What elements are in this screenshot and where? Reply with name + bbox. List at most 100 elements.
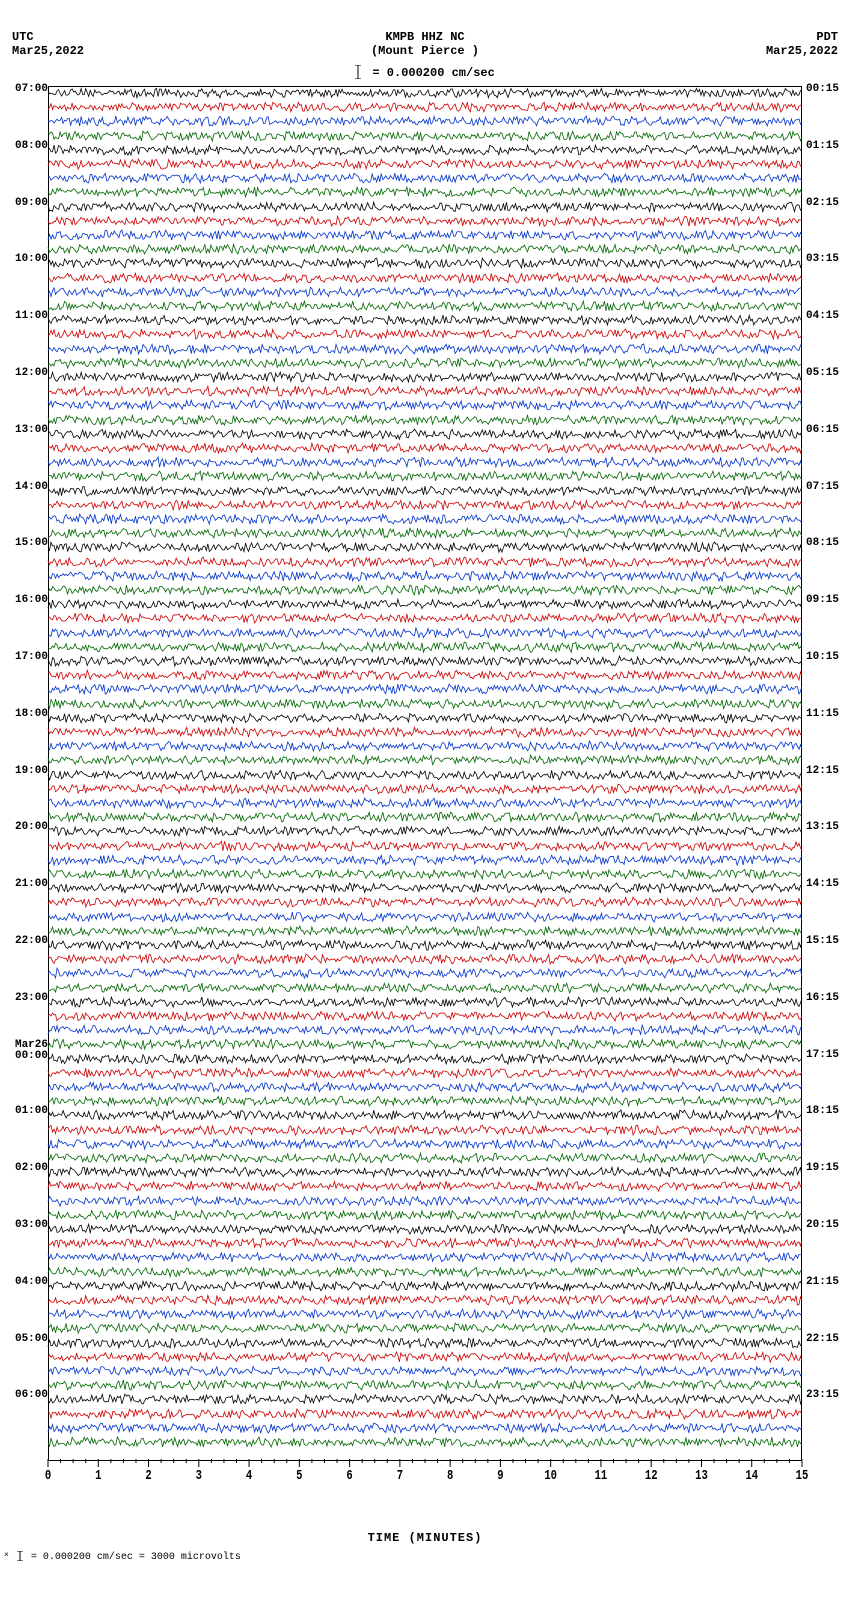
trace-row xyxy=(48,1052,802,1066)
trace-row xyxy=(48,824,802,838)
pdt-label: 16:15 xyxy=(802,993,844,1004)
utc-label: 02:00 xyxy=(10,1163,48,1174)
utc-label: 12:00 xyxy=(10,368,48,379)
pdt-label: 17:15 xyxy=(802,1050,844,1061)
trace-row xyxy=(48,228,802,242)
trace-row xyxy=(48,981,802,995)
trace-row xyxy=(48,441,802,455)
pdt-time-labels: 00:1501:1502:1503:1504:1505:1506:1507:15… xyxy=(802,86,840,1509)
pdt-label: 09:15 xyxy=(802,595,844,606)
utc-label: 15:00 xyxy=(10,538,48,549)
trace-row xyxy=(48,1421,802,1435)
trace-row xyxy=(48,1378,802,1392)
utc-label: 05:00 xyxy=(10,1334,48,1345)
utc-label: 07:00 xyxy=(10,84,48,95)
trace-row xyxy=(48,469,802,483)
pdt-label: 12:15 xyxy=(802,766,844,777)
trace-row xyxy=(48,143,802,157)
pdt-label: 20:15 xyxy=(802,1220,844,1231)
utc-label: 11:00 xyxy=(10,311,48,322)
trace-row xyxy=(48,1165,802,1179)
trace-row xyxy=(48,1350,802,1364)
trace-row xyxy=(48,370,802,384)
trace-row xyxy=(48,342,802,356)
svg-text:9: 9 xyxy=(497,1468,503,1484)
utc-label: 13:00 xyxy=(10,425,48,436)
pdt-label: 10:15 xyxy=(802,652,844,663)
date-left: Mar25,2022 xyxy=(12,44,84,58)
svg-text:8: 8 xyxy=(447,1468,453,1484)
svg-text:0: 0 xyxy=(45,1468,51,1484)
pdt-label: 18:15 xyxy=(802,1106,844,1117)
scale-indicator: = 0.000200 cm/sec xyxy=(0,62,850,86)
trace-row xyxy=(48,1265,802,1279)
trace-row xyxy=(48,157,802,171)
trace-row xyxy=(48,242,802,256)
trace-row xyxy=(48,839,802,853)
trace-row xyxy=(48,256,802,270)
trace-row xyxy=(48,640,802,654)
trace-row xyxy=(48,1307,802,1321)
pdt-label: 03:15 xyxy=(802,254,844,265)
svg-text:12: 12 xyxy=(645,1468,658,1484)
trace-row xyxy=(48,512,802,526)
trace-row xyxy=(48,1123,802,1137)
utc-time-labels: 07:0008:0009:0010:0011:0012:0013:0014:00… xyxy=(10,86,48,1509)
pdt-label: 13:15 xyxy=(802,822,844,833)
trace-row xyxy=(48,427,802,441)
pdt-label: 22:15 xyxy=(802,1334,844,1345)
trace-row xyxy=(48,597,802,611)
utc-label: 06:00 xyxy=(10,1390,48,1401)
pdt-label: 04:15 xyxy=(802,311,844,322)
trace-row xyxy=(48,1179,802,1193)
trace-row xyxy=(48,1137,802,1151)
trace-row xyxy=(48,327,802,341)
trace-row xyxy=(48,540,802,554)
svg-text:3: 3 xyxy=(196,1468,202,1484)
pdt-label: 23:15 xyxy=(802,1390,844,1401)
trace-row xyxy=(48,214,802,228)
utc-label: 03:00 xyxy=(10,1220,48,1231)
pdt-label: 02:15 xyxy=(802,198,844,209)
trace-row xyxy=(48,356,802,370)
pdt-label: 14:15 xyxy=(802,879,844,890)
trace-row xyxy=(48,1066,802,1080)
trace-row xyxy=(48,966,802,980)
trace-row xyxy=(48,938,802,952)
trace-row xyxy=(48,1364,802,1378)
trace-row xyxy=(48,185,802,199)
trace-row xyxy=(48,455,802,469)
trace-row xyxy=(48,484,802,498)
trace-row xyxy=(48,569,802,583)
trace-row xyxy=(48,1236,802,1250)
trace-row xyxy=(48,995,802,1009)
trace-row xyxy=(48,299,802,313)
utc-label: 20:00 xyxy=(10,822,48,833)
trace-row xyxy=(48,171,802,185)
trace-row xyxy=(48,753,802,767)
trace-row xyxy=(48,711,802,725)
pdt-label: 15:15 xyxy=(802,936,844,947)
utc-label: 09:00 xyxy=(10,198,48,209)
trace-row xyxy=(48,1222,802,1236)
trace-row xyxy=(48,725,802,739)
utc-label: 01:00 xyxy=(10,1106,48,1117)
trace-row xyxy=(48,1023,802,1037)
trace-row xyxy=(48,697,802,711)
trace-row xyxy=(48,313,802,327)
trace-row xyxy=(48,1009,802,1023)
svg-text:11: 11 xyxy=(595,1468,608,1484)
pdt-label: 01:15 xyxy=(802,141,844,152)
svg-text:13: 13 xyxy=(695,1468,708,1484)
trace-row xyxy=(48,1407,802,1421)
pdt-label: 11:15 xyxy=(802,709,844,720)
trace-row xyxy=(48,626,802,640)
trace-row xyxy=(48,555,802,569)
trace-row xyxy=(48,1392,802,1406)
trace-row xyxy=(48,881,802,895)
utc-label: 18:00 xyxy=(10,709,48,720)
trace-row xyxy=(48,782,802,796)
trace-row xyxy=(48,413,802,427)
trace-row xyxy=(48,924,802,938)
trace-row xyxy=(48,1321,802,1335)
